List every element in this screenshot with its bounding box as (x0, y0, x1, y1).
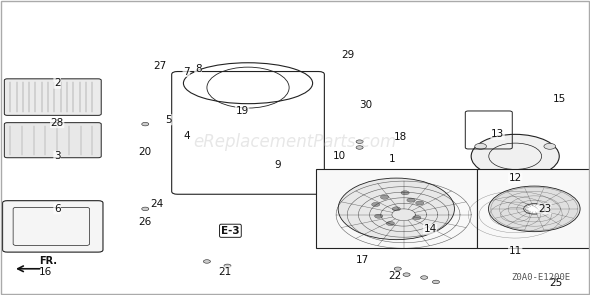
Text: 17: 17 (356, 255, 369, 265)
Circle shape (356, 146, 363, 149)
Text: 4: 4 (183, 131, 189, 141)
Circle shape (381, 195, 389, 199)
Text: 1: 1 (389, 154, 395, 164)
Bar (477, 169, 590, 248)
Circle shape (386, 222, 395, 225)
Circle shape (416, 201, 424, 205)
Text: E-3: E-3 (221, 226, 240, 236)
Circle shape (142, 207, 149, 211)
Text: 29: 29 (341, 50, 355, 60)
FancyBboxPatch shape (4, 123, 101, 158)
Circle shape (394, 267, 401, 271)
Text: 11: 11 (509, 246, 522, 256)
Text: FR.: FR. (40, 256, 58, 266)
Text: 30: 30 (359, 100, 372, 110)
Bar (316, 169, 477, 248)
FancyBboxPatch shape (2, 201, 103, 252)
Circle shape (372, 202, 380, 206)
Text: 19: 19 (235, 106, 249, 116)
Text: 23: 23 (538, 204, 551, 214)
Circle shape (403, 273, 410, 276)
Circle shape (356, 140, 363, 143)
Text: 14: 14 (424, 224, 437, 234)
Circle shape (509, 173, 521, 179)
Text: 6: 6 (54, 204, 61, 214)
Circle shape (375, 214, 383, 218)
Text: 7: 7 (183, 66, 189, 76)
Text: 20: 20 (139, 147, 152, 157)
Text: 13: 13 (491, 129, 504, 139)
Text: 12: 12 (509, 173, 522, 183)
Circle shape (489, 186, 580, 232)
Circle shape (544, 143, 556, 149)
Text: Z0A0-E1200E: Z0A0-E1200E (512, 273, 571, 282)
Text: 21: 21 (218, 267, 231, 277)
Circle shape (421, 276, 428, 279)
Text: 16: 16 (39, 267, 52, 277)
Text: 18: 18 (394, 132, 407, 142)
Circle shape (204, 260, 211, 263)
Text: 9: 9 (274, 160, 281, 170)
Circle shape (413, 216, 421, 220)
Text: 8: 8 (195, 64, 201, 73)
Text: 25: 25 (550, 278, 563, 289)
Text: 5: 5 (165, 115, 172, 125)
Circle shape (463, 189, 568, 241)
Text: 2: 2 (54, 78, 61, 88)
Ellipse shape (338, 178, 454, 240)
Text: 26: 26 (139, 217, 152, 227)
Text: eReplacementParts.com: eReplacementParts.com (194, 133, 396, 151)
Circle shape (475, 143, 487, 149)
Text: 22: 22 (388, 271, 401, 281)
Circle shape (471, 134, 559, 178)
Circle shape (432, 280, 440, 284)
Text: 24: 24 (150, 199, 163, 209)
Circle shape (407, 198, 415, 202)
Circle shape (524, 204, 545, 214)
Text: 10: 10 (333, 151, 346, 161)
Text: 15: 15 (553, 94, 566, 104)
Text: 27: 27 (153, 61, 166, 71)
Circle shape (224, 264, 231, 268)
Text: 28: 28 (51, 118, 64, 128)
Circle shape (392, 207, 401, 211)
Text: 3: 3 (54, 151, 61, 161)
FancyBboxPatch shape (4, 79, 101, 115)
Circle shape (401, 191, 409, 195)
Circle shape (142, 122, 149, 126)
